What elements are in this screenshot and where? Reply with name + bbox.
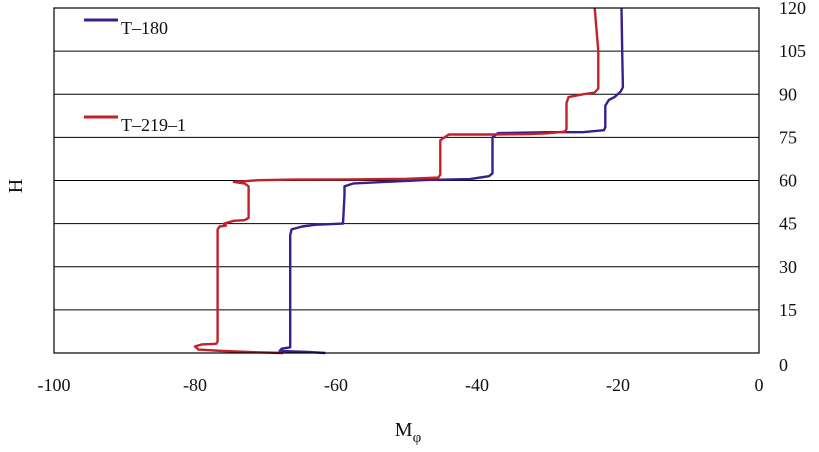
legend-label-2: T–219–1 — [121, 115, 186, 135]
x-axis-label-main: M — [395, 419, 413, 441]
y-tick-label: 0 — [779, 355, 788, 375]
y-tick-label: 75 — [779, 127, 797, 147]
y-axis-label: H — [5, 179, 27, 193]
y-tick-label: 30 — [779, 257, 797, 277]
series-line-2 — [193, 7, 600, 355]
y-tick-label: 90 — [779, 84, 797, 104]
x-axis-label-subscript: φ — [413, 430, 422, 446]
legend-label-1: T–180 — [121, 18, 168, 38]
legend: T–180 T–219–1 — [84, 18, 186, 135]
x-tick-label: -20 — [606, 375, 630, 395]
gridlines — [54, 7, 759, 311]
x-axis-label: Mφ — [395, 419, 422, 446]
series-line-1 — [278, 7, 625, 355]
y-tick-labels: 0 15 30 45 60 75 90 105 120 — [779, 0, 806, 375]
plot-area-frame — [53, 7, 760, 354]
x-tick-labels: -100 -80 -60 -40 -20 0 — [38, 375, 764, 395]
x-tick-label: -40 — [465, 375, 489, 395]
x-tick-label: -100 — [38, 375, 71, 395]
x-tick-label: -80 — [183, 375, 207, 395]
y-tick-label: 60 — [779, 171, 797, 191]
series-lines — [193, 7, 625, 355]
x-tick-label: -60 — [324, 375, 348, 395]
x-tick-label: 0 — [755, 375, 764, 395]
y-tick-label: 45 — [779, 214, 797, 234]
y-tick-label: 120 — [779, 0, 806, 18]
y-tick-label: 15 — [779, 300, 797, 320]
y-tick-label: 105 — [779, 41, 806, 61]
